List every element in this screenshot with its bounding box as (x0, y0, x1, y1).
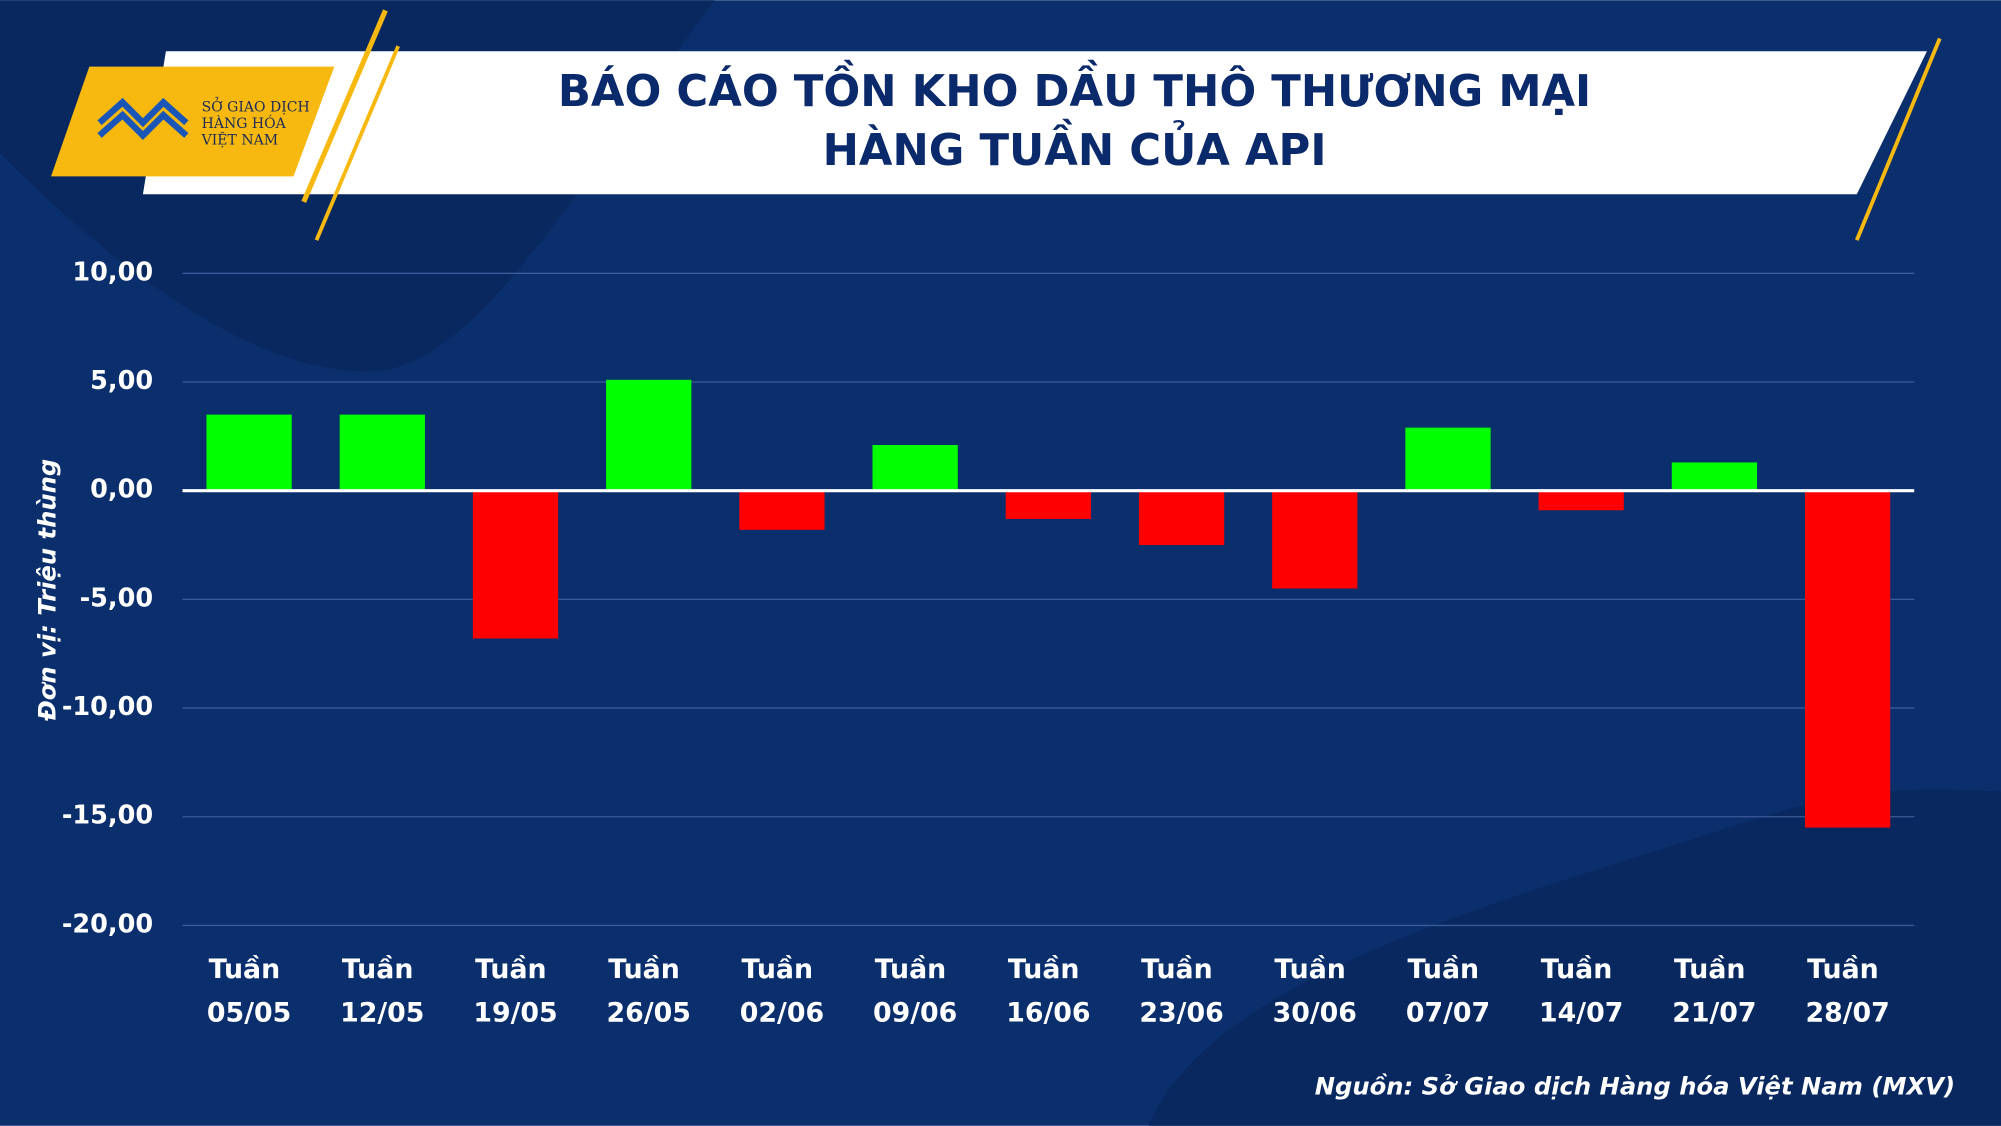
bar (872, 445, 958, 491)
logo-line: HÀNG HÓA (202, 114, 287, 132)
bar (1405, 427, 1491, 491)
bar (206, 414, 292, 491)
bar (1804, 490, 1891, 828)
x-tick-label: Tuần 28/07 (1805, 954, 1889, 1028)
bar (1005, 490, 1091, 519)
bar (606, 379, 692, 491)
logo-line: VIỆT NAM (201, 131, 278, 149)
decor (1148, 789, 2001, 1126)
x-tick-label: Tuần 26/05 (607, 954, 691, 1028)
decor (301, 9, 388, 203)
title-banner (142, 51, 1927, 195)
x-tick-label: Tuần 14/07 (1539, 954, 1623, 1028)
y-tick-label: -20,00 (62, 909, 153, 939)
chart-title: BÁO CÁO TỒN KHO DẦU THÔ THƯƠNG MẠI (558, 61, 1591, 117)
y-tick-label: -5,00 (80, 583, 154, 613)
bar (739, 490, 825, 530)
bar (1138, 490, 1225, 546)
y-axis-label: Đơn vị: Triệu thùng (32, 459, 61, 722)
x-tick-label: Tuần 21/07 (1672, 954, 1756, 1028)
x-tick-label: Tuần 07/07 (1406, 954, 1490, 1028)
y-tick-label: 0,00 (90, 475, 153, 505)
y-tick-label: 10,00 (72, 257, 153, 287)
x-tick-label: Tuần 12/05 (340, 954, 424, 1028)
y-tick-label: -15,00 (62, 801, 153, 831)
x-tick-label: Tuần 05/05 (207, 954, 291, 1028)
bar (1538, 490, 1624, 511)
logo-line: SỞ GIAO DỊCH (202, 95, 310, 115)
y-tick-label: 5,00 (90, 366, 153, 396)
decor (314, 45, 400, 241)
x-tick-label: Tuần 30/06 (1273, 954, 1357, 1028)
y-tick-label: -10,00 (62, 692, 153, 722)
decor (1855, 37, 1942, 241)
x-tick-label: Tuần 09/06 (873, 954, 957, 1028)
x-tick-label: Tuần 19/05 (473, 954, 557, 1028)
x-tick-label: Tuần 23/06 (1139, 954, 1223, 1028)
source: Nguồn: Sở Giao dịch Hàng hóa Việt Nam (M… (1315, 1071, 1955, 1100)
chart-title: HÀNG TUẦN CỦA API (823, 120, 1327, 176)
bar (1671, 462, 1758, 491)
x-tick-label: Tuần 16/06 (1006, 954, 1090, 1028)
bar (1272, 490, 1358, 589)
logo-mark (97, 97, 189, 141)
logo-text: SỞ GIAO DỊCH HÀNG HÓA VIỆT NAM (201, 95, 310, 148)
bar (472, 490, 559, 639)
x-tick-label: Tuần 02/06 (740, 954, 824, 1028)
logo-box (51, 66, 335, 177)
bar (339, 414, 425, 491)
